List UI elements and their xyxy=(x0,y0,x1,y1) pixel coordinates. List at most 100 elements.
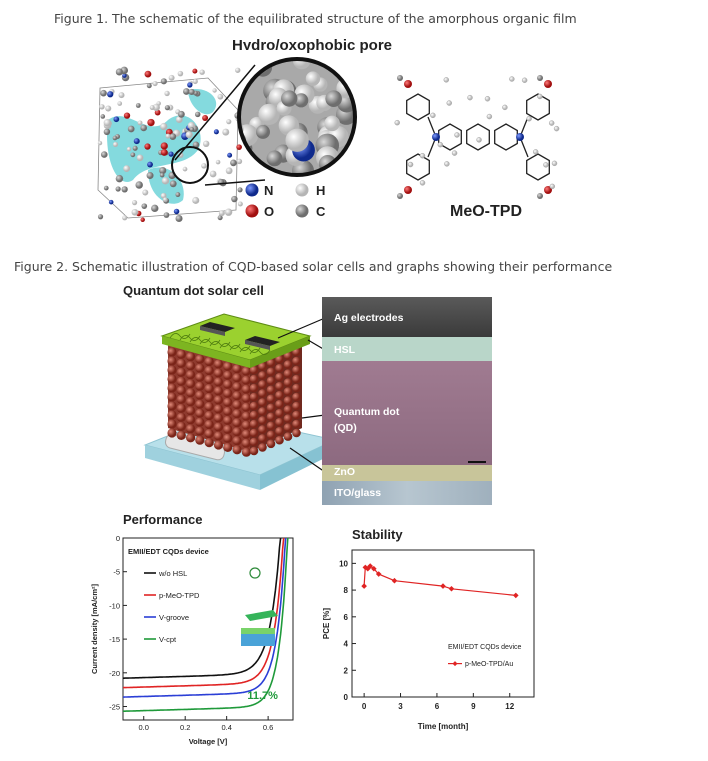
perf-y-tick-label: -10 xyxy=(109,601,120,610)
atom xyxy=(345,62,355,78)
atom xyxy=(192,68,198,74)
atom xyxy=(192,141,200,149)
hydrogen-atom xyxy=(467,94,473,101)
legend-n-label: N xyxy=(264,183,273,198)
quantum-dot xyxy=(232,409,242,419)
legend-h-label: H xyxy=(316,183,325,198)
stab-legend-title: EMII/EDT CQDs device xyxy=(448,644,521,651)
atom xyxy=(225,167,233,175)
atom xyxy=(146,172,154,180)
quantum-dot xyxy=(266,376,276,386)
hydrogen-atom xyxy=(549,183,556,190)
quantum-dot xyxy=(167,419,177,429)
perf-series-line xyxy=(123,537,287,698)
atom xyxy=(227,152,233,158)
atom xyxy=(175,192,181,198)
atom xyxy=(192,196,200,204)
atom xyxy=(103,128,111,136)
quantum-dot xyxy=(213,413,224,423)
atom xyxy=(144,143,151,150)
quantum-dot xyxy=(266,421,276,431)
atom xyxy=(159,166,167,175)
stab-y-tick-label: 4 xyxy=(344,640,349,649)
quantum-dot xyxy=(223,397,233,407)
quantum-dot xyxy=(249,365,259,375)
atom xyxy=(187,121,196,130)
quantum-dot xyxy=(275,426,284,436)
hydrogen-atom xyxy=(394,119,400,126)
nitrogen-atom xyxy=(516,133,524,141)
atom xyxy=(341,59,355,63)
hydrogen-atom xyxy=(437,141,444,148)
quantum-dot xyxy=(249,428,259,438)
atom xyxy=(117,101,123,106)
atom xyxy=(183,88,190,95)
zoom-connector xyxy=(171,64,266,186)
quantum-dot xyxy=(283,432,293,441)
hydrogen-atom xyxy=(476,137,482,143)
quantum-dot xyxy=(241,366,251,376)
oxygen-atom xyxy=(404,186,412,194)
quantum-dot xyxy=(232,418,242,428)
atom xyxy=(160,148,168,156)
stab-x-tick-label: 12 xyxy=(505,702,514,711)
stab-x-tick-label: 0 xyxy=(362,702,367,711)
quantum-dot xyxy=(266,385,276,395)
atom xyxy=(266,150,283,167)
quantum-dot xyxy=(275,381,284,391)
layer-zno-label: ZnO xyxy=(334,466,355,478)
atom xyxy=(151,204,159,213)
quantum-dot xyxy=(204,420,214,430)
layer-qd-label: Quantum dot xyxy=(334,406,400,418)
atom xyxy=(235,67,241,73)
atom xyxy=(147,161,153,168)
quantum-dot xyxy=(232,391,242,401)
quantum-dot xyxy=(292,374,301,384)
hydrogen-atom xyxy=(419,152,426,159)
atom xyxy=(202,140,210,148)
quantum-dot xyxy=(213,422,224,432)
hydrogen-atom xyxy=(537,93,543,100)
quantum-dot xyxy=(167,347,177,357)
atom xyxy=(136,154,144,162)
stab-data-point xyxy=(362,564,369,571)
atom xyxy=(164,90,170,97)
ring xyxy=(466,123,490,151)
quantum-dot xyxy=(223,406,233,416)
stab-x-tick-label: 3 xyxy=(398,702,403,711)
quantum-dot xyxy=(283,378,293,387)
quantum-dot xyxy=(266,439,276,449)
atom xyxy=(132,145,138,151)
perf-legend-label: V-cpt xyxy=(159,635,177,644)
quantum-dot xyxy=(176,403,186,413)
atom xyxy=(100,114,106,119)
quantum-dot xyxy=(258,389,267,398)
atom xyxy=(281,90,298,107)
oxygen-atom xyxy=(544,80,552,88)
atom xyxy=(121,186,128,193)
quantum-dot xyxy=(292,383,301,393)
stab-y-tick-label: 2 xyxy=(344,666,349,675)
atom xyxy=(324,115,340,132)
v-cpt-icon-top xyxy=(241,628,275,634)
quantum-dot xyxy=(283,396,293,405)
atom xyxy=(209,170,217,178)
hsl-mesh-strand xyxy=(239,347,261,353)
quantum-dot xyxy=(204,429,214,439)
perf-y-tick-label: -25 xyxy=(109,703,120,712)
quantum-dot xyxy=(213,395,224,405)
simulation-box-image xyxy=(88,50,258,230)
atom xyxy=(236,144,242,150)
atom xyxy=(112,141,119,148)
atom xyxy=(99,104,105,110)
atom xyxy=(182,166,188,172)
atom xyxy=(185,131,193,139)
stab-x-axis-label: Time [month] xyxy=(418,722,469,731)
ring xyxy=(406,93,430,121)
quantum-dot xyxy=(223,424,233,434)
quantum-dot xyxy=(275,390,284,400)
quantum-dot xyxy=(249,419,259,429)
quantum-dot xyxy=(186,415,196,425)
quantum-dot xyxy=(232,382,242,392)
hydrogen-atom xyxy=(444,161,450,167)
